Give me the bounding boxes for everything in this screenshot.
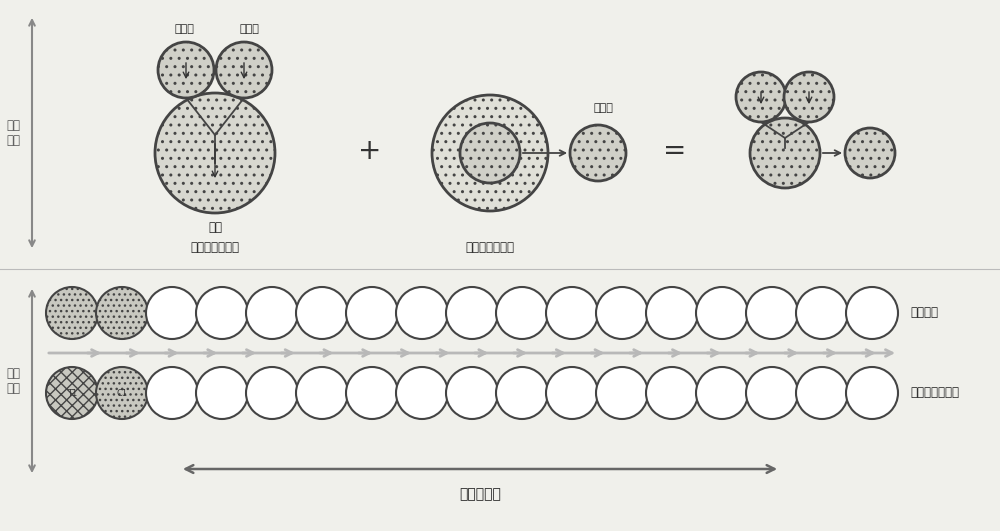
Circle shape (216, 42, 272, 98)
Circle shape (746, 287, 798, 339)
Text: 探头的周向: 探头的周向 (459, 487, 501, 501)
Circle shape (596, 367, 648, 419)
Circle shape (570, 125, 626, 181)
Circle shape (155, 93, 275, 213)
Circle shape (845, 128, 895, 178)
Circle shape (796, 287, 848, 339)
Circle shape (596, 287, 648, 339)
Circle shape (736, 72, 786, 122)
Circle shape (146, 367, 198, 419)
Circle shape (196, 367, 248, 419)
Text: 发送: 发送 (208, 221, 222, 234)
Circle shape (784, 72, 834, 122)
Circle shape (432, 95, 548, 211)
Circle shape (696, 367, 748, 419)
Text: 周向的裂缝检查: 周向的裂缝检查 (466, 241, 514, 254)
Circle shape (296, 367, 348, 419)
Circle shape (546, 367, 598, 419)
Circle shape (46, 367, 98, 419)
Text: +: + (358, 137, 382, 165)
Circle shape (46, 287, 98, 339)
Text: 管的
轴线: 管的 轴线 (6, 367, 20, 395)
Text: 轴向接收: 轴向接收 (910, 306, 938, 320)
Circle shape (646, 367, 698, 419)
Circle shape (396, 287, 448, 339)
Circle shape (196, 287, 248, 339)
Circle shape (246, 367, 298, 419)
Circle shape (96, 367, 148, 419)
Circle shape (446, 287, 498, 339)
Circle shape (246, 287, 298, 339)
Text: T1: T1 (67, 389, 77, 398)
Circle shape (96, 287, 148, 339)
Circle shape (460, 123, 520, 183)
Circle shape (750, 118, 820, 188)
Circle shape (846, 287, 898, 339)
Circle shape (346, 287, 398, 339)
Circle shape (496, 287, 548, 339)
Circle shape (296, 287, 348, 339)
Circle shape (696, 287, 748, 339)
Circle shape (796, 367, 848, 419)
Circle shape (446, 367, 498, 419)
Text: =: = (663, 137, 687, 165)
Text: 管的
轴线: 管的 轴线 (6, 119, 20, 147)
Circle shape (146, 287, 198, 339)
Text: 发送和周向接收: 发送和周向接收 (910, 387, 959, 399)
Circle shape (158, 42, 214, 98)
Circle shape (546, 287, 598, 339)
Text: 接收３: 接收３ (593, 103, 613, 113)
Circle shape (846, 367, 898, 419)
Text: 轴向的裂缝检查: 轴向的裂缝检查 (190, 241, 240, 254)
Circle shape (496, 367, 548, 419)
Text: C1: C1 (116, 389, 128, 398)
Circle shape (396, 367, 448, 419)
Circle shape (346, 367, 398, 419)
Circle shape (746, 367, 798, 419)
Circle shape (646, 287, 698, 339)
Text: 接收２: 接收２ (239, 24, 259, 34)
Text: 接收１: 接收１ (174, 24, 194, 34)
